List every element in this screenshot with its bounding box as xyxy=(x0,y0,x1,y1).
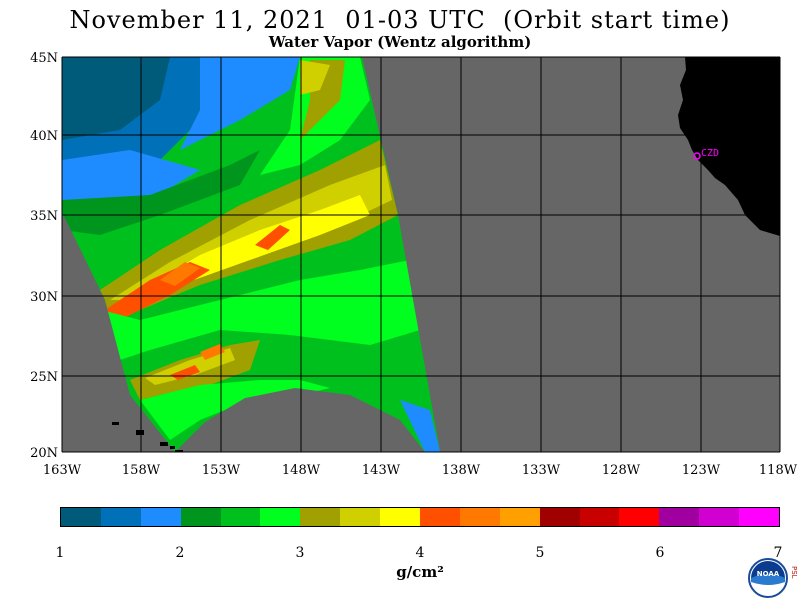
lat-label-45n: 45N xyxy=(30,51,58,66)
colorbar-swatch xyxy=(140,508,181,526)
colorbar-tick-3: 3 xyxy=(295,545,305,561)
colorbar-swatch xyxy=(340,508,381,526)
hawaiian-islands xyxy=(112,422,183,452)
lon-label-148w: 148W xyxy=(282,463,321,478)
colorbar-swatch xyxy=(420,508,460,526)
lon-label-163w: 163W xyxy=(43,463,82,478)
colorbar-swatch xyxy=(380,508,421,526)
latitude-labels: 45N 40N 35N 30N 25N 20N xyxy=(30,51,58,461)
station-label: CZD xyxy=(701,148,719,159)
land-north-america xyxy=(678,57,780,236)
lon-label-138w: 138W xyxy=(442,463,481,478)
colorbar-tick-2: 2 xyxy=(175,545,185,561)
colorbar-swatch xyxy=(739,508,780,526)
lat-label-40n: 40N xyxy=(30,129,58,144)
lat-label-20n: 20N xyxy=(30,446,58,461)
lon-label-133w: 133W xyxy=(522,463,561,478)
graticule xyxy=(61,56,781,453)
lat-label-35n: 35N xyxy=(30,209,58,224)
colorbar-tick-4: 4 xyxy=(415,545,425,561)
station-marker-icon xyxy=(693,152,701,160)
colorbar-tick-7: 7 xyxy=(773,545,783,561)
psl-logo-text: PSL xyxy=(790,566,798,579)
map-subtitle: Water Vapor (Wentz algorithm) xyxy=(268,33,532,51)
lon-label-118w: 118W xyxy=(759,463,798,478)
colorbar-tick-5: 5 xyxy=(535,545,545,561)
colorbar-swatch xyxy=(300,508,341,526)
lon-label-153w: 153W xyxy=(202,463,241,478)
colorbar-swatch xyxy=(100,508,141,526)
noaa-logo-text: NOAA xyxy=(757,570,780,578)
colorbar-unit: g/cm² xyxy=(396,563,444,581)
colorbar-swatch xyxy=(220,508,261,526)
lon-label-128w: 128W xyxy=(602,463,641,478)
colorbar-swatch xyxy=(579,508,620,526)
lon-label-143w: 143W xyxy=(362,463,401,478)
colorbar-swatch xyxy=(61,508,101,526)
colorbar-swatch xyxy=(459,508,500,526)
lon-label-158w: 158W xyxy=(122,463,161,478)
colorbar-tick-6: 6 xyxy=(655,545,665,561)
colorbar-swatch xyxy=(539,508,580,526)
colorbar-swatch xyxy=(260,508,301,526)
noaa-logo: NOAA PSL xyxy=(748,558,798,598)
lat-label-25n: 25N xyxy=(30,370,58,385)
longitude-labels: 163W 158W 153W 148W 143W 138W 133W 128W … xyxy=(43,463,798,478)
colorbar-swatch xyxy=(499,508,540,526)
lat-label-30n: 30N xyxy=(30,290,58,305)
lon-label-123w: 123W xyxy=(682,463,721,478)
colorbar-swatch xyxy=(659,508,700,526)
colorbar-swatch xyxy=(180,508,221,526)
colorbar xyxy=(60,507,780,527)
colorbar-swatch xyxy=(619,508,660,526)
map-title: November 11, 2021 01-03 UTC (Orbit start… xyxy=(69,6,731,34)
water-vapor-swath xyxy=(62,57,440,452)
colorbar-tick-1: 1 xyxy=(55,545,65,561)
colorbar-swatch xyxy=(699,508,740,526)
